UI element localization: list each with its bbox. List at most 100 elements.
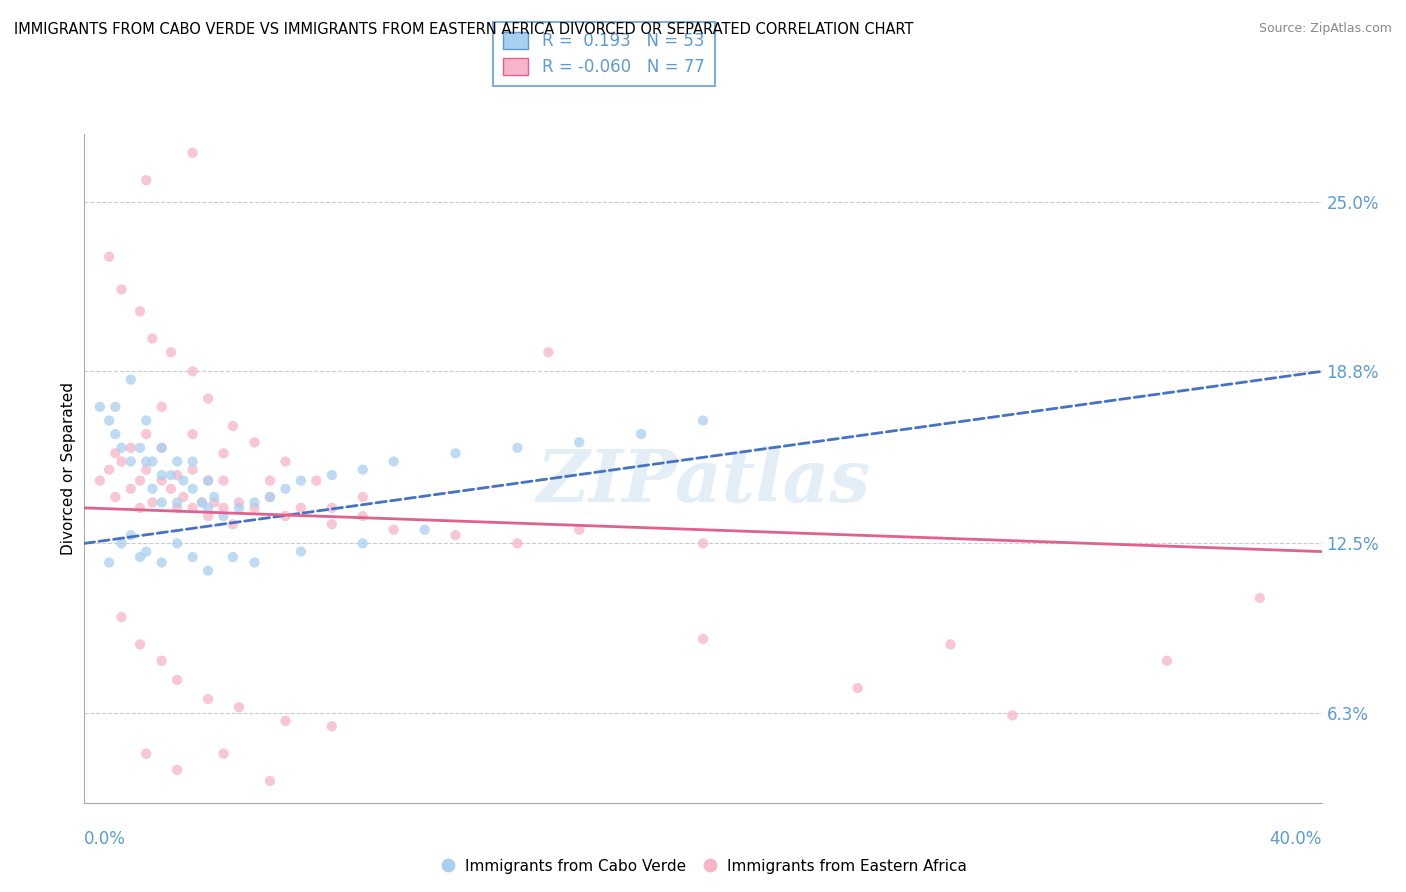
Point (166, 454, 188, 468)
Point (181, 145, 204, 160)
Point (212, 474, 235, 488)
Point (129, 441, 152, 455)
Point (212, 500, 235, 515)
Point (141, 454, 163, 468)
Point (413, 523, 436, 537)
Point (243, 500, 266, 515)
Point (181, 500, 204, 515)
Text: 0.0%: 0.0% (84, 830, 127, 847)
Legend: R =  0.193   N = 53, R = -0.060   N = 77: R = 0.193 N = 53, R = -0.060 N = 77 (494, 21, 714, 87)
Point (568, 523, 591, 537)
Point (259, 490, 281, 504)
Point (150, 654, 173, 668)
Point (120, 373, 142, 387)
Point (129, 549, 152, 564)
Point (181, 364, 204, 378)
Point (197, 392, 219, 406)
Point (141, 495, 163, 509)
Point (135, 544, 157, 558)
Point (506, 441, 529, 455)
Point (382, 454, 405, 468)
Point (259, 774, 281, 789)
Point (172, 474, 194, 488)
Point (98, 413, 121, 427)
Point (120, 482, 142, 496)
Point (305, 474, 328, 488)
Point (104, 490, 127, 504)
Point (202, 495, 225, 509)
Point (129, 474, 152, 488)
Point (150, 441, 173, 455)
Point (259, 490, 281, 504)
Point (141, 482, 163, 496)
Point (135, 413, 157, 427)
Point (135, 747, 157, 761)
Point (290, 474, 312, 488)
Point (150, 441, 173, 455)
Point (274, 454, 297, 468)
Point (228, 700, 250, 714)
Point (181, 549, 204, 564)
Point (444, 528, 467, 542)
Point (150, 556, 173, 570)
Point (939, 637, 962, 651)
Point (172, 490, 194, 504)
Point (506, 536, 529, 550)
Point (129, 637, 152, 651)
Point (120, 441, 142, 455)
Point (160, 482, 183, 496)
Point (1156, 654, 1178, 668)
Point (537, 345, 560, 359)
Point (110, 454, 132, 468)
Point (166, 673, 188, 687)
Point (352, 490, 374, 504)
Point (110, 441, 132, 455)
Point (846, 681, 869, 695)
Point (120, 528, 142, 542)
Point (321, 719, 343, 733)
Point (191, 495, 214, 509)
Point (197, 474, 219, 488)
Point (166, 500, 188, 515)
Point (222, 517, 245, 532)
Point (228, 500, 250, 515)
Text: ZIPatlas: ZIPatlas (536, 446, 870, 517)
Point (212, 747, 235, 761)
Point (197, 474, 219, 488)
Point (191, 495, 214, 509)
Point (274, 482, 297, 496)
Point (181, 454, 204, 468)
Y-axis label: Divorced or Separated: Divorced or Separated (60, 382, 76, 555)
Point (104, 427, 127, 442)
Legend: Immigrants from Cabo Verde, Immigrants from Eastern Africa: Immigrants from Cabo Verde, Immigrants f… (433, 853, 973, 880)
Point (197, 692, 219, 706)
Point (197, 509, 219, 524)
Point (98, 463, 121, 477)
Point (321, 468, 343, 483)
Point (321, 517, 343, 532)
Point (120, 454, 142, 468)
Point (110, 610, 132, 624)
Point (160, 345, 183, 359)
Point (212, 446, 235, 460)
Point (135, 454, 157, 468)
Point (352, 463, 374, 477)
Point (129, 304, 152, 318)
Point (290, 500, 312, 515)
Point (1001, 708, 1024, 723)
Point (352, 509, 374, 524)
Point (129, 500, 152, 515)
Text: 40.0%: 40.0% (1270, 830, 1322, 847)
Point (166, 495, 188, 509)
Point (181, 427, 204, 442)
Point (150, 474, 173, 488)
Point (89, 474, 111, 488)
Point (212, 509, 235, 524)
Point (141, 332, 163, 346)
Point (150, 400, 173, 414)
Point (243, 556, 266, 570)
Point (274, 509, 297, 524)
Point (630, 427, 652, 442)
Text: Source: ZipAtlas.com: Source: ZipAtlas.com (1258, 22, 1392, 36)
Point (202, 490, 225, 504)
